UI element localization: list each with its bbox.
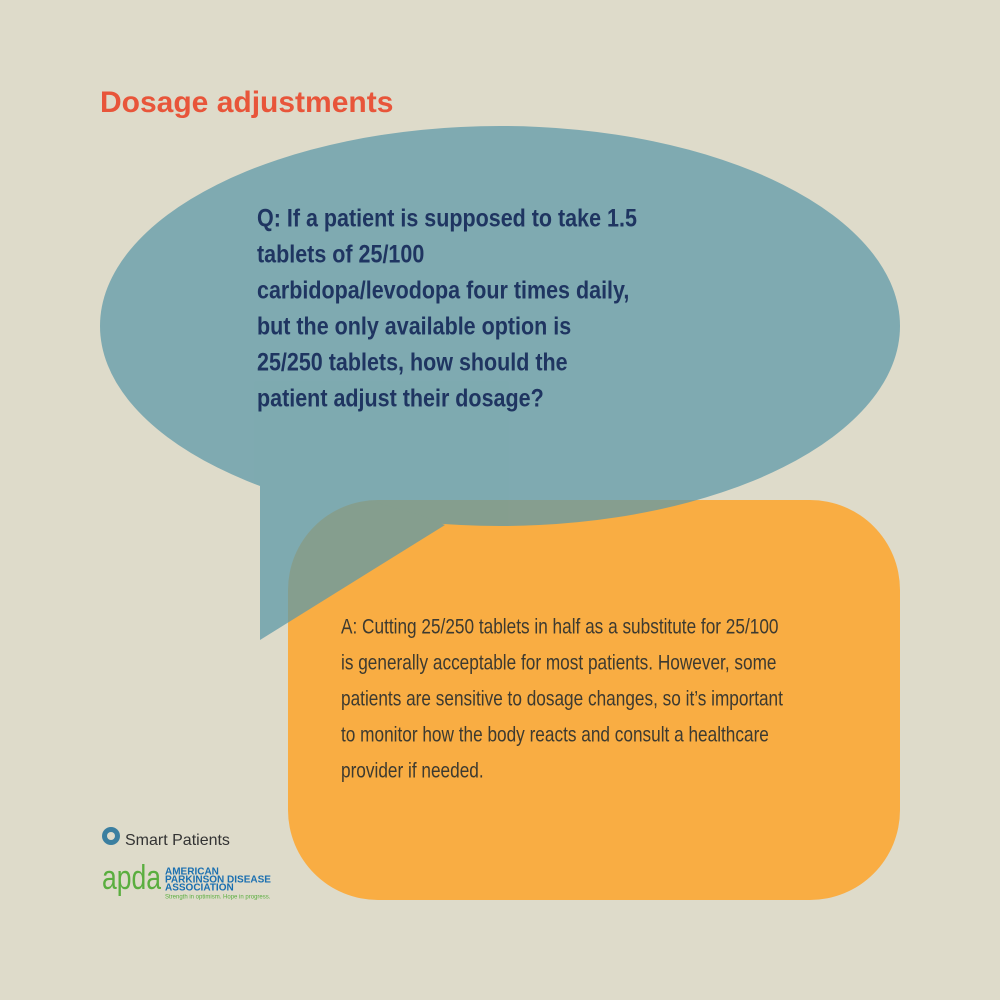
smart-patients-logo: Smart Patients (102, 827, 230, 849)
question-line: carbidopa/levodopa four times daily, (257, 277, 629, 305)
question-line: patient adjust their dosage? (257, 385, 544, 413)
question-line: Q: If a patient is supposed to take 1.5 (257, 205, 637, 233)
apda-tagline: Strength in optimism. Hope in progress. (165, 895, 271, 901)
answer-line: provider if needed. (341, 760, 484, 783)
question-bubble-body (100, 126, 900, 526)
apda-logo: apda AMERICAN PARKINSON DISEASE ASSOCIAT… (102, 859, 271, 901)
question-line: tablets of 25/100 (257, 241, 424, 269)
apda-name: PARKINSON DISEASE (165, 875, 271, 886)
apda-name: AMERICAN (165, 867, 219, 878)
logo-icon-inner (107, 832, 115, 840)
answer-line: to monitor how the body reacts and consu… (341, 724, 769, 747)
question-bubble (100, 126, 900, 640)
apda-name: ASSOCIATION (165, 883, 234, 894)
question-line: 25/250 tablets, how should the (257, 349, 568, 377)
question-bubble-tail (260, 470, 445, 640)
smart-patients: Smart Patients (125, 832, 230, 849)
title: Dosage adjustments (100, 86, 393, 119)
answer-line: is generally acceptable for most patient… (341, 652, 776, 675)
question: Q: If a patient is supposed to take 1.5 t… (257, 205, 637, 413)
answer: A: Cutting 25/250 tablets in half as a s… (341, 616, 783, 783)
answer-line: patients are sensitive to dosage changes… (341, 688, 783, 711)
apda-mark: apda (102, 859, 161, 897)
question-line: but the only available option is (257, 313, 571, 341)
answer-line: A: Cutting 25/250 tablets in half as a s… (341, 616, 778, 639)
answer-bubble (288, 500, 900, 900)
